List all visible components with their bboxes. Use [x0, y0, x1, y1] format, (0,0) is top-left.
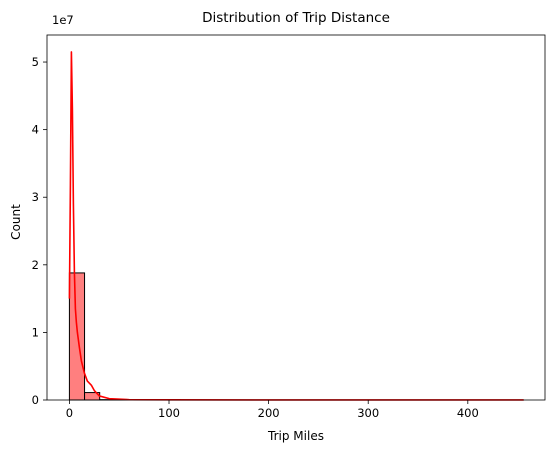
y-axis-label: Count [9, 204, 23, 240]
y-tick-label: 2 [32, 258, 39, 272]
y-tick-label: 3 [32, 190, 39, 204]
y-tick-label: 5 [32, 55, 39, 69]
x-tick-label: 100 [158, 406, 180, 420]
plot-area: 0 100 200 300 400 0 1 2 3 4 5 [32, 34, 546, 420]
y-offset-text: 1e7 [52, 13, 74, 27]
x-tick-label: 400 [457, 406, 479, 420]
x-axis-label: Trip Miles [267, 429, 324, 443]
axes-frame [46, 34, 546, 401]
x-tick-label: 200 [258, 406, 280, 420]
histogram-bar [68, 272, 86, 401]
kde-line [68, 51, 524, 401]
x-tick-label: 0 [66, 406, 73, 420]
chart-title: Distribution of Trip Distance [202, 10, 390, 26]
y-tick-label: 0 [32, 393, 39, 407]
y-tick-label: 1 [32, 325, 39, 339]
x-tick-label: 300 [357, 406, 379, 420]
y-tick-label: 4 [32, 123, 39, 137]
